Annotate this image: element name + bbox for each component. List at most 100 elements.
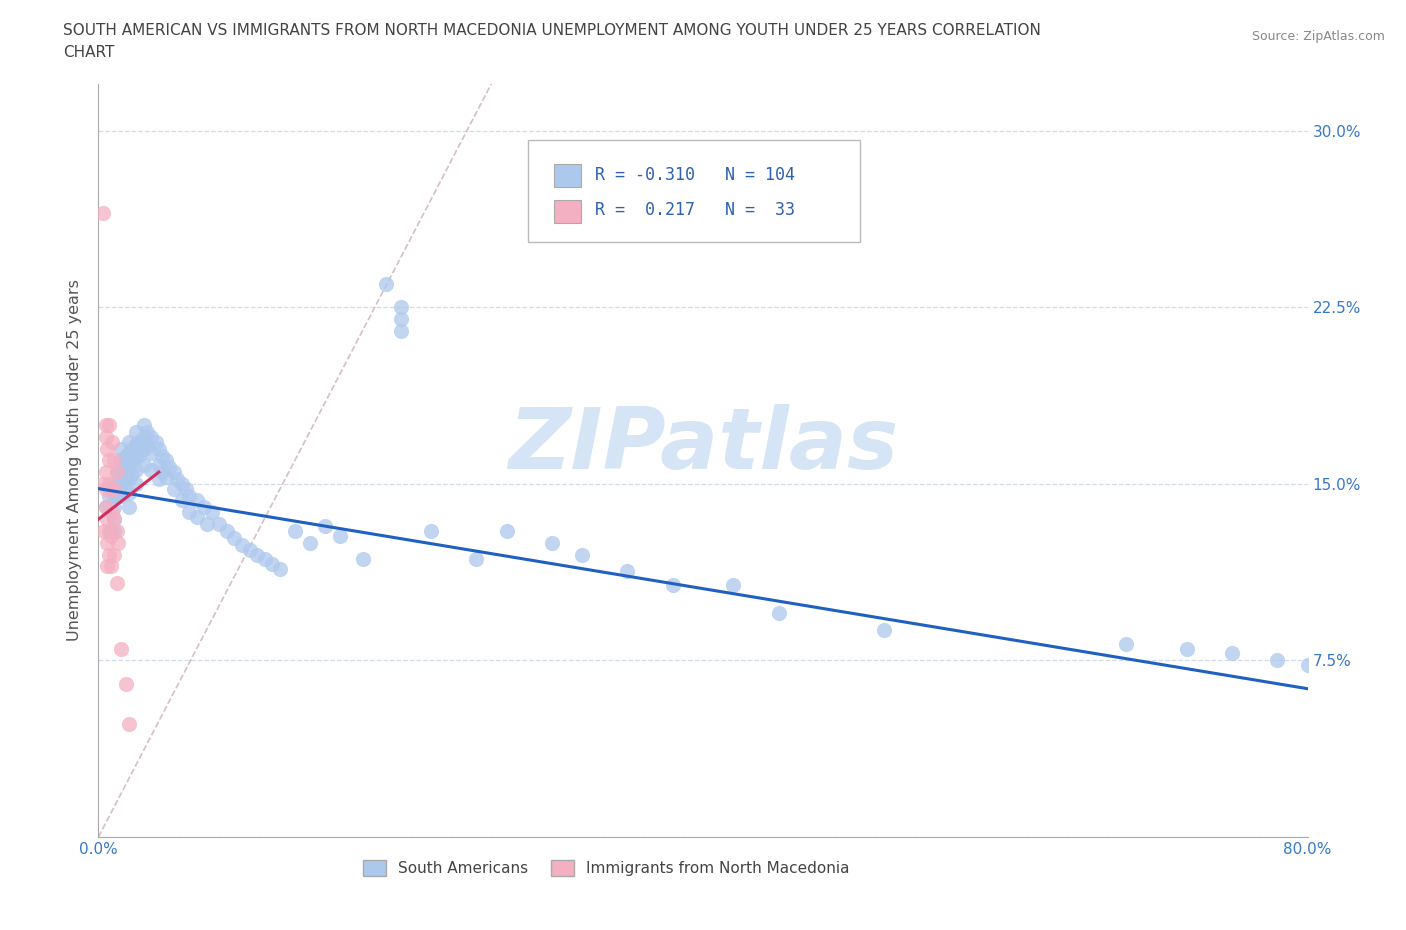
Point: [148, 441, 170, 456]
Point: [1115, 636, 1137, 651]
Point: [96, 441, 118, 456]
Point: [103, 453, 125, 468]
Point: [155, 470, 177, 485]
Point: [118, 717, 141, 732]
Point: [465, 551, 488, 566]
Point: [125, 476, 148, 491]
Text: ZIPatlas: ZIPatlas: [508, 404, 898, 486]
Point: [1267, 653, 1289, 668]
Point: [121, 453, 143, 468]
Point: [100, 481, 122, 496]
Point: [186, 510, 208, 525]
FancyBboxPatch shape: [554, 201, 581, 223]
Point: [118, 472, 141, 486]
Point: [103, 524, 125, 538]
Point: [101, 434, 124, 449]
Point: [1220, 646, 1243, 661]
Point: [125, 462, 148, 477]
Legend: South Americans, Immigrants from North Macedonia: South Americans, Immigrants from North M…: [357, 854, 856, 882]
Point: [107, 481, 129, 496]
Point: [91, 206, 114, 220]
Point: [94, 430, 117, 445]
Point: [110, 441, 132, 456]
Point: [128, 434, 150, 449]
Point: [186, 493, 208, 508]
Point: [299, 536, 322, 551]
Point: [103, 547, 125, 562]
Point: [145, 434, 167, 449]
Point: [201, 505, 224, 520]
Point: [661, 578, 683, 592]
Point: [105, 476, 128, 491]
Point: [571, 547, 593, 562]
Point: [107, 536, 129, 551]
Point: [616, 564, 638, 578]
Point: [103, 488, 125, 503]
Text: R = -0.310   N = 104: R = -0.310 N = 104: [595, 166, 796, 184]
Point: [103, 476, 125, 491]
Y-axis label: Unemployment Among Youth under 25 years: Unemployment Among Youth under 25 years: [67, 279, 83, 642]
Point: [179, 488, 201, 503]
Point: [159, 460, 181, 475]
Point: [170, 493, 193, 508]
Point: [94, 465, 117, 480]
Point: [329, 528, 352, 543]
Text: R =  0.217   N =  33: R = 0.217 N = 33: [595, 201, 796, 219]
Point: [246, 547, 269, 562]
Point: [163, 481, 186, 496]
Point: [239, 542, 262, 557]
Point: [374, 276, 396, 291]
Point: [155, 453, 177, 468]
Point: [125, 425, 148, 440]
Point: [128, 448, 150, 463]
Point: [100, 559, 122, 574]
Point: [352, 551, 374, 566]
Point: [141, 430, 163, 445]
Point: [105, 576, 128, 591]
Point: [170, 476, 193, 491]
Text: Source: ZipAtlas.com: Source: ZipAtlas.com: [1251, 30, 1385, 43]
Point: [107, 465, 129, 480]
Point: [94, 481, 117, 496]
Point: [118, 445, 141, 460]
Point: [96, 512, 118, 526]
Point: [768, 606, 790, 621]
Point: [314, 519, 336, 534]
Point: [723, 578, 745, 592]
Point: [135, 439, 157, 454]
Point: [208, 516, 231, 531]
FancyBboxPatch shape: [554, 165, 581, 187]
Point: [166, 472, 188, 486]
Point: [105, 488, 128, 503]
Point: [105, 524, 128, 538]
Point: [215, 524, 238, 538]
Point: [93, 524, 115, 538]
Point: [94, 418, 117, 432]
Point: [253, 551, 276, 566]
Point: [1175, 642, 1198, 657]
Point: [389, 299, 412, 314]
Point: [121, 441, 143, 456]
Point: [141, 462, 163, 477]
Point: [96, 536, 118, 551]
Point: [118, 500, 141, 515]
FancyBboxPatch shape: [527, 140, 860, 242]
Point: [103, 512, 125, 526]
Point: [420, 524, 443, 538]
Point: [135, 425, 157, 440]
Point: [121, 467, 143, 482]
Point: [125, 436, 148, 451]
Point: [98, 476, 121, 491]
Point: [179, 505, 201, 520]
Point: [98, 418, 121, 432]
Point: [98, 453, 121, 468]
Point: [495, 524, 517, 538]
Point: [1296, 658, 1319, 672]
Point: [98, 547, 121, 562]
Point: [114, 448, 136, 463]
Point: [110, 642, 132, 657]
Point: [195, 516, 218, 531]
Point: [148, 472, 170, 486]
Point: [540, 536, 562, 551]
Point: [110, 476, 132, 491]
